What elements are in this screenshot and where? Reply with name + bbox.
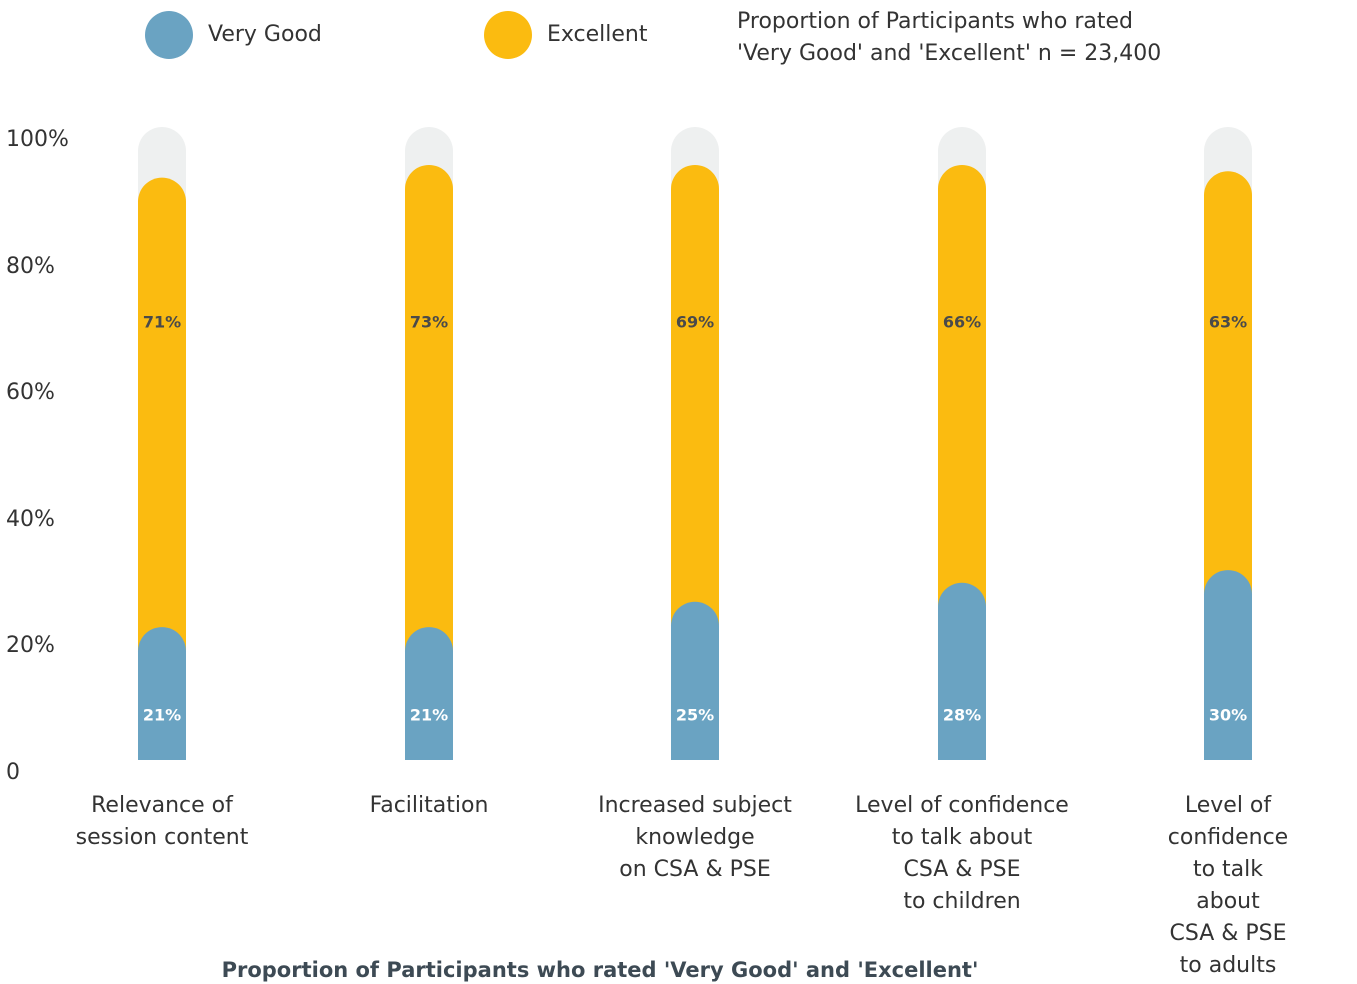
y-tick-label: 0 [6, 760, 20, 785]
legend-swatch [145, 11, 193, 59]
legend-swatch [484, 11, 532, 59]
value-label: 21% [409, 705, 449, 725]
bar-segment [405, 164, 453, 652]
value-label: 71% [142, 312, 182, 332]
bar-segment [1204, 570, 1252, 760]
y-tick-label: 20% [6, 633, 55, 659]
y-tick-label: 40% [6, 506, 55, 532]
bar-segment [138, 627, 186, 760]
value-label: 63% [1208, 312, 1248, 332]
y-tick-label: 80% [6, 253, 55, 279]
subtitle: Proportion of Participants who rated 'Ve… [737, 9, 1162, 66]
x-tick-label: Facilitation [369, 793, 489, 818]
x-tick-label: Level of confidence to talk about CSA & … [1167, 793, 1289, 978]
value-label: 66% [942, 312, 982, 332]
x-tick-label: Relevance of session content [75, 793, 249, 850]
value-label: 25% [675, 705, 715, 725]
x-tick-label: Increased subject knowledge on CSA & PSE [598, 793, 792, 882]
value-label: 73% [409, 312, 449, 332]
legend-label: Excellent [547, 22, 648, 47]
value-label: 30% [1208, 705, 1248, 725]
bar-segment [671, 601, 719, 760]
y-tick-label: 60% [6, 380, 55, 406]
bar-segment [671, 164, 719, 626]
chart-title: Proportion of Participants who rated 'Ve… [221, 958, 979, 982]
y-tick-label: 100% [6, 127, 69, 152]
legend-label: Very Good [208, 22, 322, 47]
bar-segment [938, 582, 986, 760]
bar-segment [1204, 171, 1252, 595]
value-label: 28% [942, 705, 982, 725]
bar-segment [138, 177, 186, 652]
x-tick-label: Level of confidence to talk about CSA & … [855, 793, 1069, 914]
value-label: 69% [675, 312, 715, 332]
value-label: 21% [142, 705, 182, 725]
bar-segment [938, 164, 986, 607]
bar-segment [405, 627, 453, 760]
